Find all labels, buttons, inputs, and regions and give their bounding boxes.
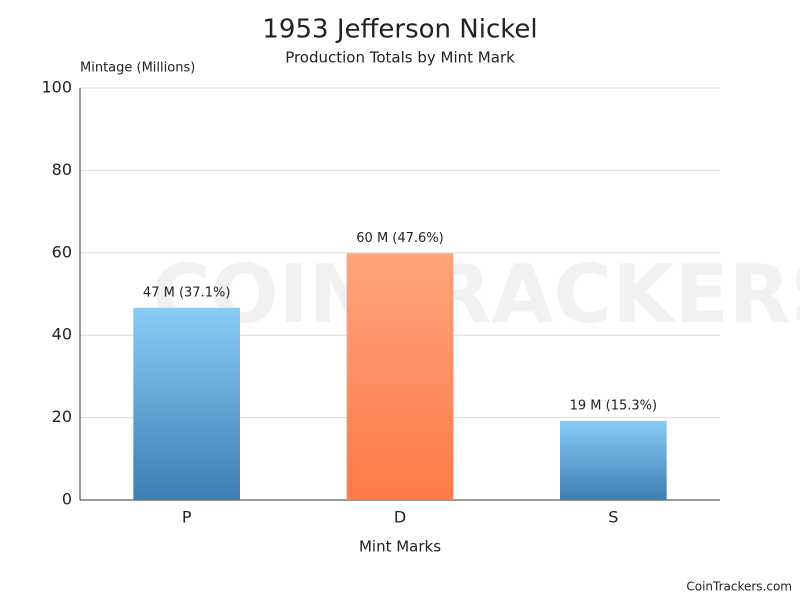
- x-tick-label: D: [394, 508, 406, 527]
- bar: [560, 420, 667, 500]
- chart-title: 1953 Jefferson Nickel: [262, 15, 537, 45]
- x-tick-label: S: [608, 508, 618, 527]
- footer: CoinTrackers.com: [686, 580, 792, 594]
- y-tick-label: 40: [52, 325, 72, 344]
- y-axis-title: Mintage (Millions): [80, 61, 195, 76]
- bar: [133, 307, 240, 500]
- watermark: COINTRACKERS: [152, 248, 800, 341]
- x-axis-title: Mint Marks: [359, 538, 441, 556]
- chart-subtitle: Production Totals by Mint Mark: [285, 49, 515, 67]
- value-label: 19 M (15.3%): [570, 398, 657, 413]
- y-tick-label: 60: [52, 242, 72, 261]
- y-tick-label: 0: [62, 490, 72, 509]
- y-tick-label: 100: [41, 78, 72, 97]
- bar: [346, 253, 454, 500]
- y-tick-label: 20: [52, 407, 72, 426]
- value-label: 60 M (47.6%): [356, 231, 443, 246]
- y-tick-label: 80: [52, 160, 72, 179]
- x-tick-label: P: [182, 508, 192, 527]
- value-label: 47 M (37.1%): [143, 285, 230, 300]
